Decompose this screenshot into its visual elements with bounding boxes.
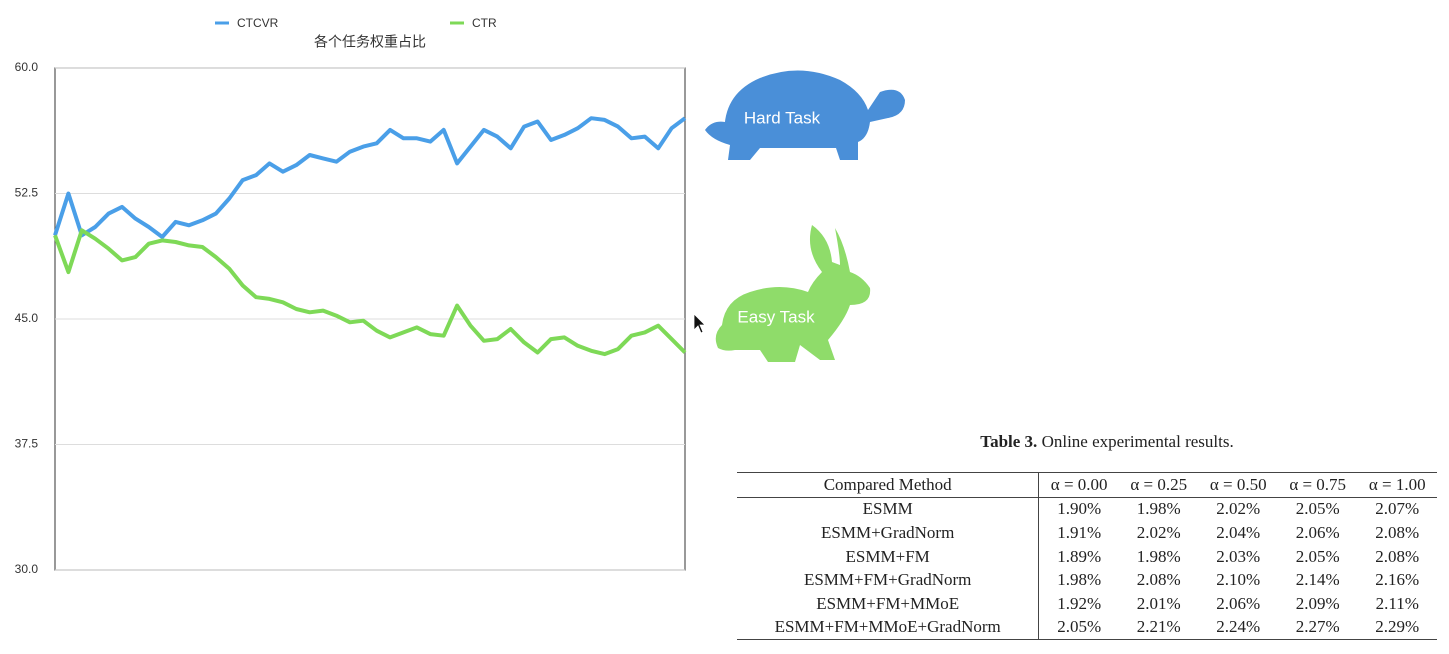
header-cell: Compared Method: [737, 472, 1040, 498]
table-cell: 2.29%: [1375, 617, 1420, 637]
header-cell: α = 1.00: [1357, 472, 1437, 498]
table-cell: 1.98%: [1136, 546, 1181, 566]
chart-title: 各个任务权重占比: [314, 34, 426, 50]
table-cell: 2.21%: [1136, 617, 1181, 637]
y-tick-label: 30.0: [15, 562, 39, 576]
header-row: Compared Method α = 0.00 α = 0.25 α = 0.50 α…: [737, 472, 1437, 498]
header-cell: α = 0.25: [1118, 472, 1199, 498]
series-line: [53, 228, 687, 357]
table-cell: ESMM+FM+GradNorm: [737, 568, 1040, 592]
table: Table 3. Online experimental results. Co…: [737, 432, 1437, 641]
cursor: [693, 313, 706, 334]
table-cell: 1.92%: [1057, 593, 1102, 613]
y-tick-label: 60.0: [15, 60, 39, 74]
table-cell: 1.98%: [1057, 570, 1102, 590]
header-cell: α = 0.75: [1277, 472, 1358, 498]
rabbit-icon: Easy Task: [715, 225, 871, 362]
table-cell: 2.09%: [1295, 593, 1340, 613]
table-row: ESMM+FM+MMoE 1.92% 2.01% 2.06% 2.09% 2.11%: [737, 591, 1437, 616]
caption-label: Table 3.: [980, 432, 1038, 451]
table-cell: 2.04%: [1216, 522, 1261, 542]
legend-label: CTCVR: [237, 16, 279, 30]
annotation: Hard Task: [744, 108, 821, 127]
table-cell: 2.05%: [1295, 499, 1340, 519]
table-cell: 1.89%: [1057, 546, 1102, 566]
table-cell: ESMM+FM+MMoE+GradNorm: [737, 615, 1040, 640]
table-row: ESMM+FM+GradNorm 1.98% 2.08% 2.10% 2.14% 2.16…: [737, 568, 1437, 592]
header-cell: α = 0.00: [1038, 472, 1119, 498]
table-cell: 1.98%: [1136, 499, 1181, 519]
table-cell: ESMM+FM+MMoE: [737, 591, 1040, 616]
series-line: [53, 116, 687, 239]
table-cell: 1.90%: [1057, 499, 1102, 519]
table-cell: 2.08%: [1375, 522, 1420, 542]
table-cell: 2.02%: [1216, 499, 1261, 519]
legend-label: CTR: [472, 16, 497, 30]
table-cell: 2.08%: [1136, 570, 1181, 590]
table-row: ESMM+FM 1.89% 1.98% 2.03% 2.05% 2.08%: [737, 544, 1437, 569]
y-tick-label: 37.5: [15, 437, 39, 451]
table-cell: 2.03%: [1216, 546, 1261, 566]
table-cell: 2.08%: [1375, 546, 1420, 566]
table-caption: Table 3. Online experimental results.: [737, 432, 1437, 452]
table-cell: 2.05%: [1057, 617, 1102, 637]
table-row: ESMM+FM+MMoE+GradNorm 2.05% 2.21% 2.24% 2.27…: [737, 615, 1437, 640]
table-cell: 2.10%: [1216, 570, 1261, 590]
table-row: ESMM 1.90% 1.98% 2.02% 2.05% 2.07%: [737, 497, 1437, 522]
table-row: ESMM+GradNorm 1.91% 2.02% 2.04% 2.06% 2.08%: [737, 521, 1437, 545]
caption-text: Online experimental results.: [1041, 432, 1234, 451]
y-tick-label: 52.5: [15, 186, 39, 200]
table-cell: ESMM+FM: [737, 544, 1040, 569]
table-cell: 2.01%: [1136, 593, 1181, 613]
header-cell: α = 0.50: [1198, 472, 1278, 498]
results-table: Compared Method α = 0.00 α = 0.25 α = 0.50 α…: [737, 472, 1437, 641]
table-cell: 2.16%: [1375, 570, 1420, 590]
table-cell: 2.02%: [1136, 522, 1181, 542]
table-cell: 2.06%: [1295, 522, 1340, 542]
table-cell: 2.14%: [1295, 570, 1340, 590]
y-tick-label: 45.0: [15, 311, 39, 325]
table-cell: 2.27%: [1295, 617, 1340, 637]
table-cell: 2.11%: [1375, 593, 1419, 613]
turtle-icon: Hard Task: [705, 70, 905, 160]
table-cell: ESMM+GradNorm: [737, 521, 1040, 545]
table-cell: 2.05%: [1295, 546, 1340, 566]
table-cell: 1.91%: [1057, 522, 1102, 542]
table-cell: 2.06%: [1216, 593, 1261, 613]
table-cell: 2.07%: [1375, 499, 1420, 519]
annotation: Easy Task: [737, 307, 815, 326]
table-cell: 2.24%: [1216, 617, 1261, 637]
table-cell: ESMM: [737, 497, 1040, 522]
